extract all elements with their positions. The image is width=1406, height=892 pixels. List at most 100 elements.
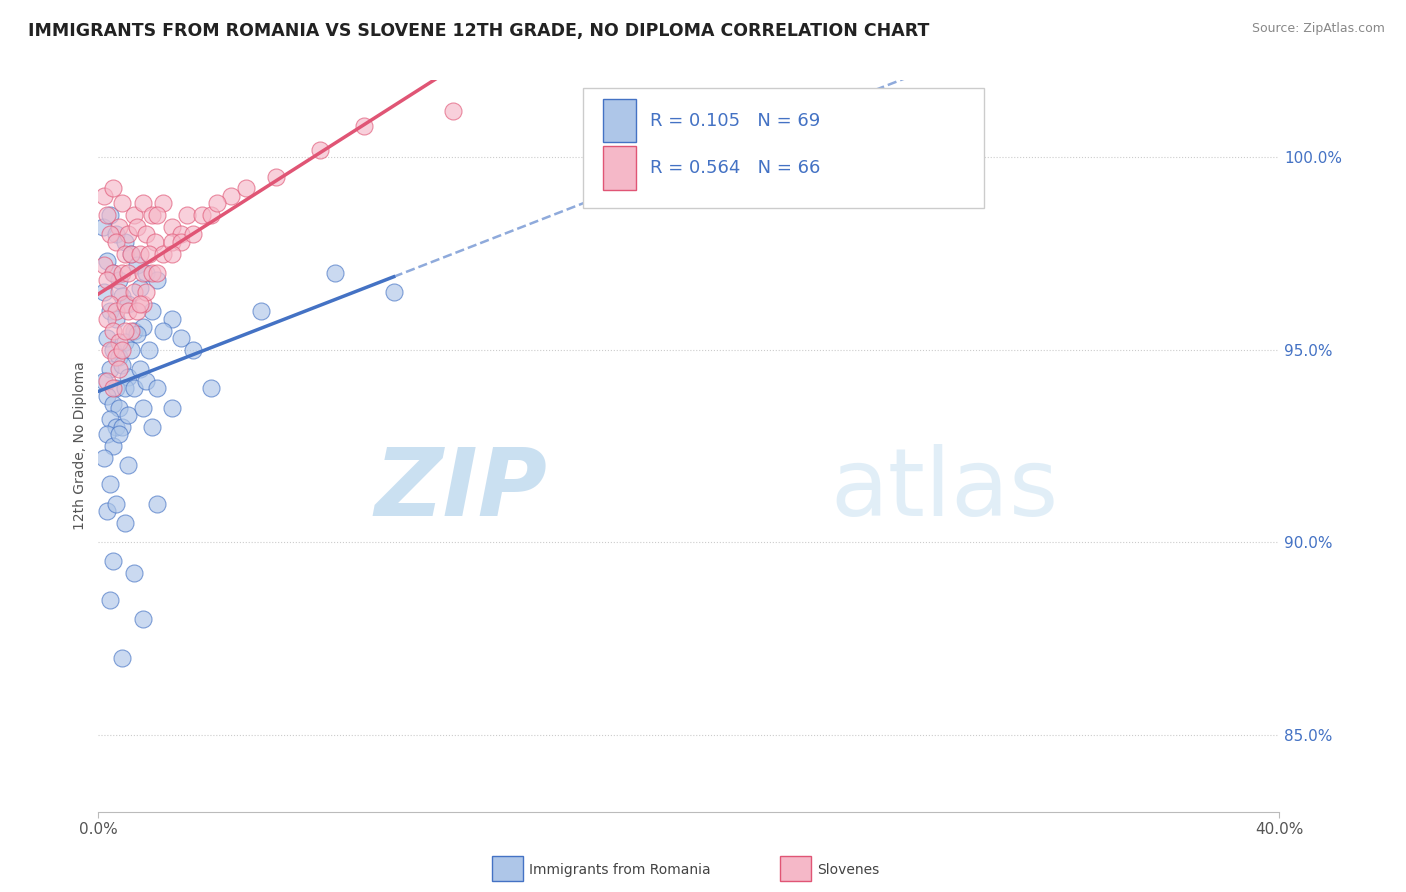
Point — [152, 196, 174, 211]
Point — [105, 304, 128, 318]
Point — [98, 208, 121, 222]
Point — [103, 439, 125, 453]
Point — [108, 351, 131, 365]
Point — [152, 246, 174, 260]
Point — [117, 408, 139, 422]
Point — [170, 227, 193, 242]
Point — [98, 227, 121, 242]
Point — [146, 266, 169, 280]
Point — [135, 266, 157, 280]
Point — [120, 324, 142, 338]
Point — [146, 273, 169, 287]
Point — [128, 281, 150, 295]
Point — [98, 343, 121, 357]
Point — [105, 419, 128, 434]
FancyBboxPatch shape — [582, 87, 984, 209]
Point — [105, 381, 128, 395]
Point — [103, 266, 125, 280]
Point — [205, 196, 228, 211]
Point — [103, 181, 125, 195]
Point — [132, 319, 155, 334]
Point — [146, 497, 169, 511]
Point — [105, 312, 128, 326]
Point — [309, 143, 332, 157]
Point — [141, 304, 163, 318]
Point — [122, 208, 145, 222]
Point — [103, 381, 125, 395]
Point — [250, 304, 273, 318]
Point — [170, 331, 193, 345]
Point — [93, 258, 115, 272]
Point — [111, 358, 134, 372]
Point — [108, 219, 131, 234]
Point — [162, 235, 183, 249]
Point — [103, 266, 125, 280]
Point — [98, 296, 121, 310]
Point — [117, 458, 139, 473]
Text: ZIP: ZIP — [374, 444, 547, 536]
Point — [114, 334, 136, 349]
Point — [141, 208, 163, 222]
Point — [111, 343, 134, 357]
Point — [122, 324, 145, 338]
Point — [103, 397, 125, 411]
Point — [91, 219, 114, 234]
Point — [120, 343, 142, 357]
Point — [98, 477, 121, 491]
Point — [125, 219, 148, 234]
Point — [200, 208, 222, 222]
Text: Immigrants from Romania: Immigrants from Romania — [529, 863, 710, 877]
Point — [176, 208, 198, 222]
Point — [353, 120, 375, 134]
Point — [96, 504, 118, 518]
Point — [105, 351, 128, 365]
Point — [132, 266, 155, 280]
Point — [96, 273, 118, 287]
Point — [117, 266, 139, 280]
Point — [98, 304, 121, 318]
Point — [162, 246, 183, 260]
Point — [200, 381, 222, 395]
Point — [191, 208, 214, 222]
Point — [141, 266, 163, 280]
Point — [125, 327, 148, 342]
Point — [103, 554, 125, 568]
Point — [114, 235, 136, 249]
Point — [138, 343, 160, 357]
Point — [128, 246, 150, 260]
FancyBboxPatch shape — [603, 99, 636, 143]
Point — [117, 369, 139, 384]
Point — [132, 296, 155, 310]
Point — [181, 227, 204, 242]
Point — [132, 196, 155, 211]
Point — [146, 208, 169, 222]
Point — [98, 362, 121, 376]
Point — [93, 374, 115, 388]
Point — [117, 304, 139, 318]
Point — [162, 312, 183, 326]
Point — [162, 401, 183, 415]
Point — [108, 401, 131, 415]
Point — [441, 104, 464, 119]
Point — [122, 566, 145, 580]
Point — [111, 196, 134, 211]
Point — [96, 254, 118, 268]
Point — [117, 296, 139, 310]
Text: R = 0.564   N = 66: R = 0.564 N = 66 — [650, 159, 820, 177]
Point — [162, 219, 183, 234]
Point — [382, 285, 405, 299]
Point — [117, 227, 139, 242]
Point — [111, 419, 134, 434]
Point — [108, 427, 131, 442]
Point — [125, 304, 148, 318]
Point — [98, 412, 121, 426]
Point — [128, 362, 150, 376]
Point — [96, 312, 118, 326]
Point — [96, 389, 118, 403]
Point — [105, 497, 128, 511]
Point — [111, 289, 134, 303]
Point — [103, 324, 125, 338]
Point — [114, 324, 136, 338]
Point — [132, 401, 155, 415]
Point — [108, 273, 131, 287]
